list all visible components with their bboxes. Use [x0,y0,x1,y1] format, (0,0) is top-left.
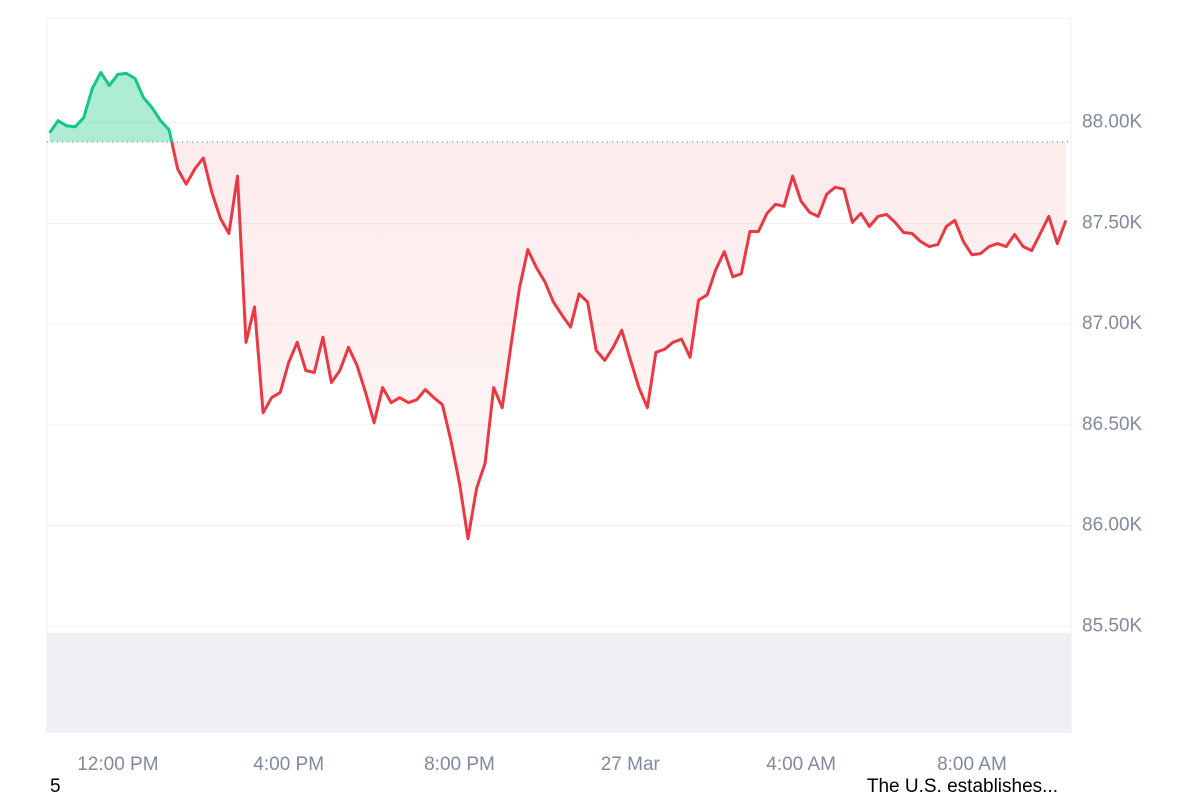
x-tick-label: 27 Mar [601,754,661,775]
annotation: The U.S. establishes... [867,776,1058,797]
y-tick-label: 87.50K [1082,212,1143,233]
x-tick-label: 4:00 AM [766,754,836,775]
x-tick-label: 8:00 PM [424,754,495,775]
y-tick-label: 86.50K [1082,414,1143,435]
y-tick-label: 88.00K [1082,112,1143,133]
x-tick-label: 12:00 PM [77,754,158,775]
y-tick-label: 87.00K [1082,313,1143,334]
y-tick-label: 85.50K [1082,615,1143,636]
x-tick-label: 4:00 PM [253,754,324,775]
area [49,72,1066,539]
price-line [48,70,1068,541]
annotation: 5 [50,776,61,797]
y-tick-label: 86.00K [1082,515,1143,536]
x-tick-label: 8:00 AM [937,754,1007,775]
volume-band [47,633,1071,733]
